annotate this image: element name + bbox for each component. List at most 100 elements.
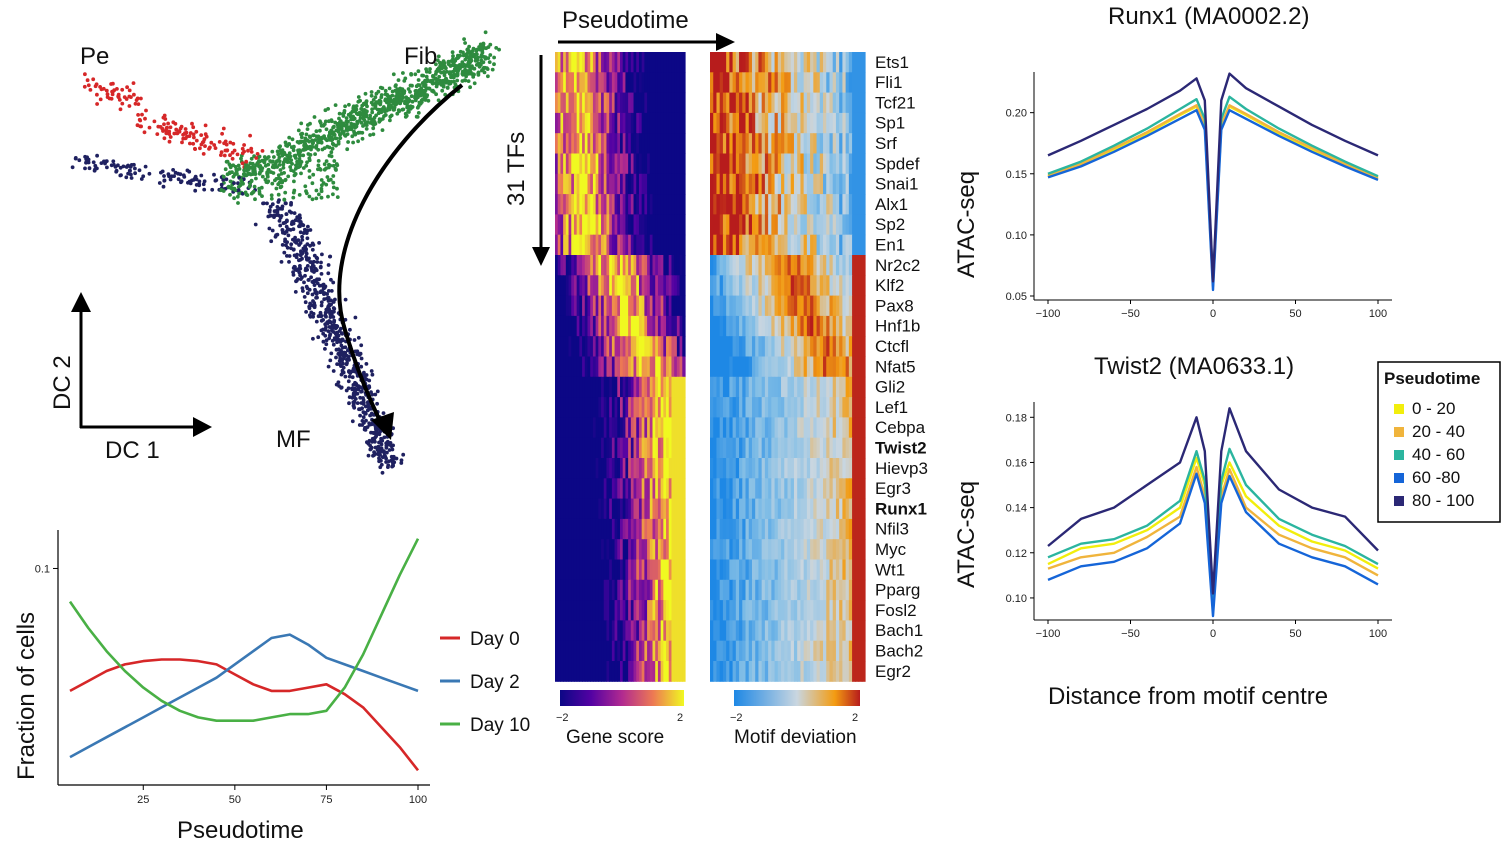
motif-deviation-cell: [713, 234, 718, 256]
scatter-point: [388, 118, 392, 123]
gene-score-cell: [560, 255, 564, 276]
motif-deviation-cell: [842, 275, 847, 297]
motif-deviation-cell: [832, 255, 837, 276]
gene-score-cell: [633, 173, 637, 195]
gene-score-cell: [617, 356, 621, 378]
scatter-point: [137, 168, 142, 173]
gene-score-cell: [568, 356, 572, 378]
motif-deviation-cell: [819, 315, 824, 337]
gene-score-cell: [598, 397, 602, 418]
motif-deviation-cell: [774, 458, 779, 479]
scatter-point: [333, 103, 338, 107]
motif-deviation-cell: [781, 498, 785, 520]
motif-deviation-cell: [781, 539, 785, 560]
motif-deviation-cell: [716, 376, 721, 398]
scatter-point: [161, 129, 165, 133]
scatter-point: [291, 195, 296, 200]
gene-score-cell: [603, 194, 608, 215]
motif-deviation-cell: [810, 437, 814, 459]
gene-score-cell: [636, 397, 640, 418]
motif-deviation-cell: [771, 620, 776, 642]
motif-deviation-cell: [716, 194, 721, 215]
motif-deviation-cell: [726, 173, 730, 195]
motif-deviation-cell: [784, 640, 789, 662]
motif-deviation-cell: [823, 397, 827, 418]
motif-deviation-cell: [858, 133, 863, 154]
gene-score-cell: [652, 579, 656, 601]
gene-score-cell: [625, 579, 629, 601]
motif-deviation-cell: [832, 315, 837, 337]
motif-deviation-cell: [793, 376, 798, 398]
gene-score-cell: [603, 336, 608, 357]
gene-score-cell: [584, 133, 589, 154]
gene-score-cell: [617, 52, 621, 73]
gene-score-cell: [630, 133, 635, 154]
scatter-point: [169, 174, 174, 179]
gene-score-cell: [563, 620, 567, 642]
gene-score-cell: [565, 458, 570, 479]
gene-score-cell: [666, 620, 670, 642]
scatter-point: [381, 411, 386, 415]
motif-deviation-cell: [787, 194, 792, 215]
scatter-point: [225, 172, 230, 177]
motif-deviation-cell: [790, 620, 795, 642]
gene-score-cell: [668, 539, 673, 560]
scatter-point: [401, 107, 406, 112]
motif-deviation-cell: [761, 72, 766, 94]
motif-deviation-cell: [739, 112, 743, 134]
tfs-label: 31 TFs: [503, 132, 530, 206]
motif-deviation-cell: [829, 559, 834, 581]
scatter-point: [368, 413, 372, 418]
motif-deviation-cell: [748, 356, 753, 378]
scatter-point: [331, 326, 335, 330]
gene-score-cell: [649, 133, 654, 154]
gene-score-cell: [598, 417, 602, 439]
gene-score-cell: [560, 336, 564, 357]
motif-deviation-cell: [852, 498, 856, 520]
motif-deviation-cell: [848, 417, 853, 439]
gene-score-cell: [636, 72, 640, 94]
motif-deviation-cell: [813, 153, 818, 175]
gene-score-cell: [633, 52, 637, 73]
motif-deviation-cell: [813, 620, 818, 642]
gene-score-cell: [573, 356, 578, 378]
motif-deviation-cell: [764, 620, 769, 642]
scatter-point: [477, 63, 482, 68]
dc1-label: DC 1: [105, 437, 160, 464]
gene-score-cell: [655, 275, 659, 297]
gene-score-cell: [638, 559, 643, 581]
gene-score-cell: [576, 92, 580, 114]
gene-score-cell: [560, 640, 564, 662]
motif-deviation-cell: [852, 234, 856, 256]
motif-deviation-cell: [845, 397, 850, 418]
scatter-point: [309, 310, 314, 315]
motif-deviation-cell: [761, 336, 766, 357]
motif-deviation-cell: [823, 559, 827, 581]
motif-deviation-cell: [751, 255, 756, 276]
scatter-point: [279, 184, 284, 189]
gene-score-cell: [666, 518, 670, 540]
gene-score-cell: [582, 620, 586, 642]
scatter-point: [257, 171, 262, 176]
motif-deviation-cell: [748, 640, 753, 662]
scatter-point: [291, 247, 296, 252]
gene-score-cell: [671, 255, 675, 276]
scatter-point: [193, 146, 197, 151]
motif-deviation-cell: [803, 315, 808, 337]
scatter-point: [222, 141, 227, 146]
motif-deviation-cell: [774, 518, 779, 540]
motif-deviation-cell: [764, 640, 769, 662]
motif-deviation-cell: [719, 315, 724, 337]
gene-score-cell: [655, 579, 659, 601]
scatter-point: [305, 127, 310, 131]
gene-score-cell: [644, 72, 648, 94]
motif-deviation-cell: [745, 173, 750, 195]
gene-score-cell: [682, 72, 686, 94]
gene-score-cell: [620, 173, 624, 195]
scatter-point: [372, 120, 377, 124]
motif-deviation-cell: [835, 214, 840, 236]
gene-score-cell: [679, 295, 683, 317]
motif-deviation-cell: [858, 112, 863, 134]
scatter-point: [392, 97, 397, 102]
gene-score-cell: [555, 559, 559, 581]
